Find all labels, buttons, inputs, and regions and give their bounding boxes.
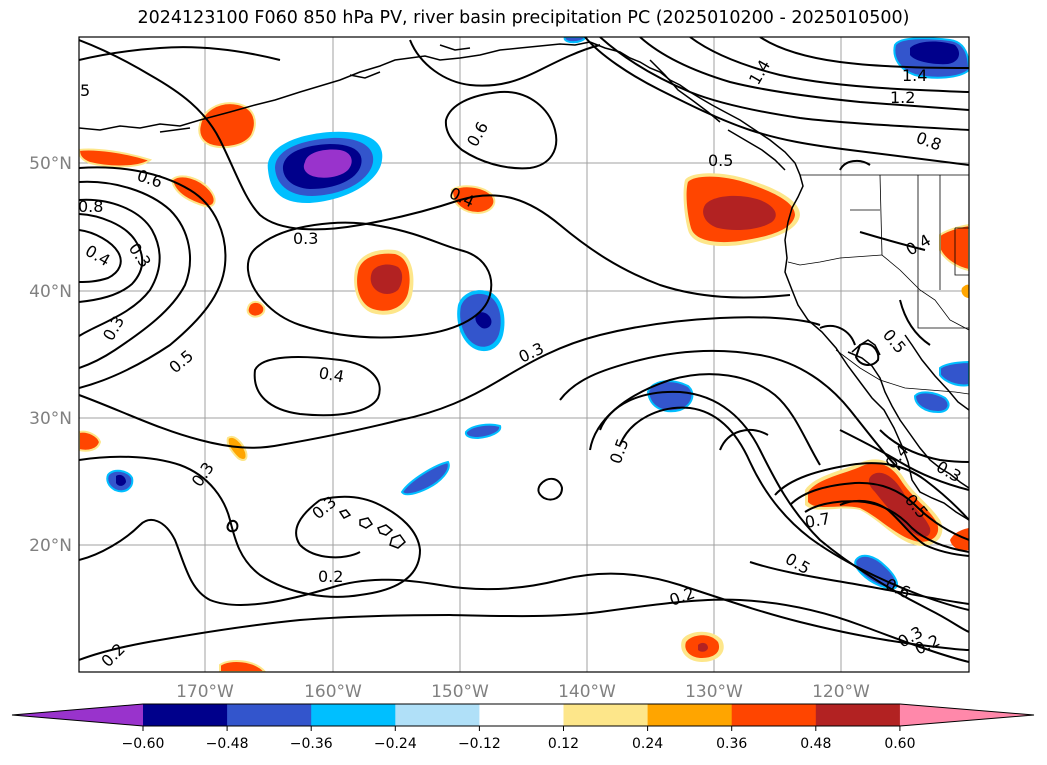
- colorbar-tick-label: 0.24: [632, 736, 663, 752]
- contour-label: 0.4: [317, 363, 345, 386]
- colorbar-tick-label: −0.60: [122, 736, 165, 752]
- anomaly-negative-155w-26n: [400, 460, 450, 496]
- colorbar-segment: [227, 704, 312, 726]
- colorbar-tick-label: 0.36: [716, 736, 747, 752]
- map-title: 2024123100 F060 850 hPa PV, river basin …: [137, 8, 910, 28]
- lat-axis-labels: 50°N 40°N 30°N 20°N: [29, 154, 72, 556]
- anomaly-positive-179w-28n: [79, 430, 102, 452]
- anomaly-negative-115w-31n: [913, 391, 950, 414]
- lat-label: 20°N: [29, 536, 72, 556]
- anomaly-positive-167w-12n: [219, 659, 267, 672]
- colorbar-segment: [647, 704, 733, 726]
- colorbar-tick-label: 0.12: [548, 736, 579, 752]
- lon-axis-labels: 170°W 160°W 150°W 140°W 130°W 120°W: [176, 682, 870, 702]
- colorbar-segment: [731, 704, 817, 726]
- anomaly-negative-160w-50n: [267, 131, 383, 204]
- lon-label: 120°W: [812, 682, 870, 702]
- anomaly-positive-177w-49n: [79, 148, 153, 168]
- coastlines: [79, 41, 969, 549]
- lon-label: 170°W: [176, 682, 234, 702]
- map-frame: [78, 36, 970, 673]
- colorbar: −0.60 −0.48 −0.36 −0.24 −0.12 0.12 0.24 0.36 0.4…: [11, 703, 1035, 752]
- lon-label: 130°W: [685, 682, 743, 702]
- lon-label: 150°W: [431, 682, 489, 702]
- colorbar-segment: [815, 704, 901, 726]
- contour-label: 1.2: [890, 88, 915, 107]
- anomaly-negative-152w-29n: [464, 423, 502, 440]
- lat-label: 40°N: [29, 282, 72, 302]
- colorbar-extend-max: [899, 704, 1034, 726]
- colorbar-tick-label: 0.60: [884, 736, 915, 752]
- anomaly-positive-166w-38n: [246, 300, 266, 318]
- pv-contours: [79, 37, 969, 663]
- colorbar-tick-label: −0.48: [206, 736, 249, 752]
- colorbar-segment: [479, 704, 564, 726]
- lon-label: 160°W: [304, 682, 362, 702]
- colorbar-tick-label: 0.48: [800, 736, 831, 752]
- anomaly-positive-113w-23n: [950, 528, 969, 551]
- contour-label: 5: [80, 81, 90, 100]
- colorbar-segment: [395, 704, 480, 726]
- contour-label: 1.4: [902, 66, 927, 85]
- lat-label: 50°N: [29, 154, 72, 174]
- anomaly-positive-130w-46n: [683, 173, 800, 247]
- political-borders: [787, 174, 969, 395]
- colorbar-tick-label: −0.36: [290, 736, 333, 752]
- colorbar-extend-min: [12, 704, 143, 726]
- colorbar-segment: [563, 704, 649, 726]
- contour-label: 0.7: [803, 509, 831, 532]
- colorbar-tick-label: −0.12: [458, 736, 501, 752]
- colorbar-segment: [143, 704, 228, 726]
- contour-label: 0.5: [708, 151, 733, 170]
- anomaly-positive-168w-28n: [226, 436, 248, 461]
- lat-label: 30°N: [29, 409, 72, 429]
- contour-label: 0.2: [318, 567, 343, 586]
- anomaly-negative-149w-38n: [457, 290, 505, 352]
- colorbar-tick-label: −0.24: [374, 736, 417, 752]
- lon-label: 140°W: [558, 682, 616, 702]
- anomaly-positive-111w-42n: [939, 223, 969, 272]
- contour-label: 0.3: [293, 229, 318, 248]
- anomaly-positive-163w-40n: [354, 249, 414, 315]
- colorbar-segment: [311, 704, 396, 726]
- anomaly-positive-167w-54n: [198, 102, 256, 149]
- contour-label: 0.8: [78, 197, 103, 216]
- anomaly-positive-152w-48n: [450, 185, 496, 215]
